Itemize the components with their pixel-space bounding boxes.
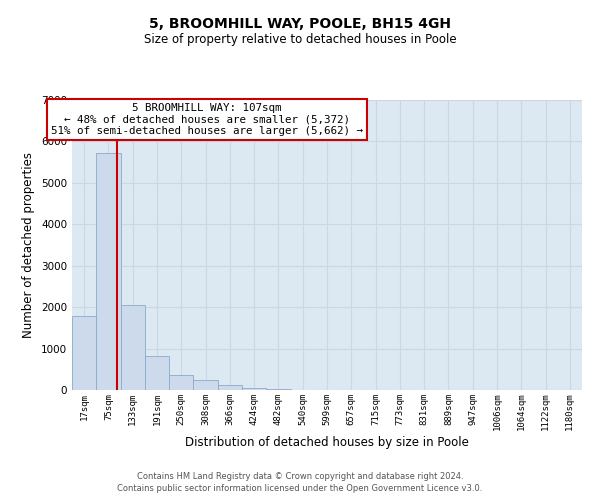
- Bar: [242, 388, 266, 390]
- Bar: [266, 389, 290, 390]
- Bar: [96, 153, 121, 390]
- Bar: [193, 380, 218, 390]
- Bar: [121, 306, 145, 390]
- Bar: [218, 386, 242, 390]
- Text: 5 BROOMHILL WAY: 107sqm
← 48% of detached houses are smaller (5,372)
51% of semi: 5 BROOMHILL WAY: 107sqm ← 48% of detache…: [51, 103, 363, 136]
- Text: Contains public sector information licensed under the Open Government Licence v3: Contains public sector information licen…: [118, 484, 482, 493]
- Bar: [145, 356, 169, 390]
- Bar: [72, 316, 96, 390]
- Y-axis label: Number of detached properties: Number of detached properties: [22, 152, 35, 338]
- Text: Size of property relative to detached houses in Poole: Size of property relative to detached ho…: [143, 32, 457, 46]
- Text: 5, BROOMHILL WAY, POOLE, BH15 4GH: 5, BROOMHILL WAY, POOLE, BH15 4GH: [149, 18, 451, 32]
- Bar: [169, 374, 193, 390]
- Text: Contains HM Land Registry data © Crown copyright and database right 2024.: Contains HM Land Registry data © Crown c…: [137, 472, 463, 481]
- X-axis label: Distribution of detached houses by size in Poole: Distribution of detached houses by size …: [185, 436, 469, 449]
